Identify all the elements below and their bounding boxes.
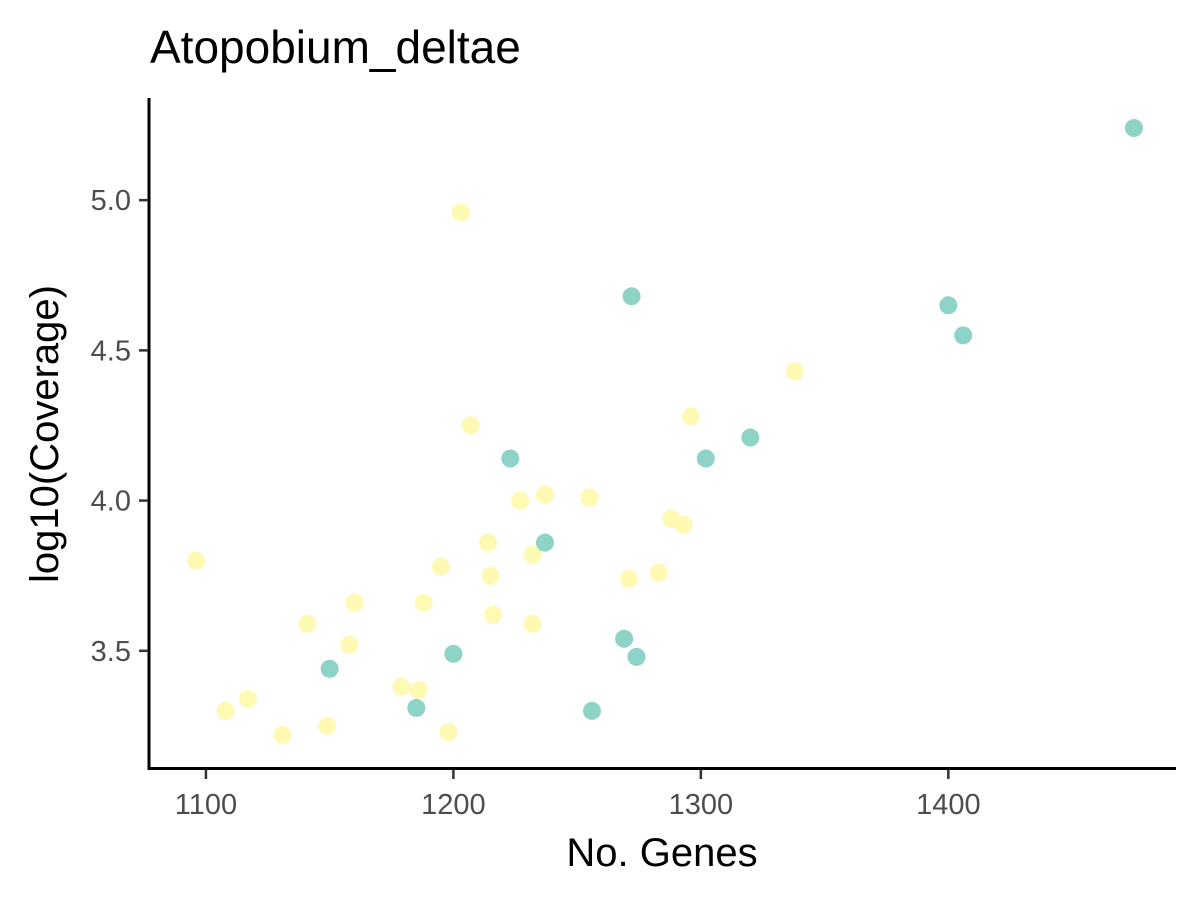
data-point [674,515,693,534]
data-point [432,557,451,576]
data-point [580,488,599,507]
data-point [523,614,542,633]
data-point [1124,119,1143,138]
y-tick-label: 3.5 [91,636,131,668]
data-point [216,701,235,720]
data-point [409,680,428,699]
y-axis-ticks: 3.5 4.0 4.5 5.0 [91,185,148,668]
data-point [479,533,498,552]
data-point [622,287,641,306]
data-point [407,698,426,717]
data-point [582,701,601,720]
data-point [741,428,760,447]
data-point [345,593,364,612]
data-point [681,407,700,426]
x-axis-title: No. Genes [566,831,757,875]
data-point [461,416,480,435]
data-point [273,725,292,744]
data-point [511,491,530,510]
x-tick-label: 1100 [175,789,237,821]
data-point [535,533,554,552]
data-point [451,203,470,222]
data-point [696,449,715,468]
data-point [298,614,317,633]
data-point [481,566,500,585]
y-tick-label: 4.5 [91,335,131,367]
data-point [187,551,206,570]
data-point [939,296,958,315]
y-tick-label: 5.0 [91,185,131,217]
data-point [523,545,542,564]
data-point [444,644,463,663]
x-tick-label: 1300 [669,789,734,821]
data-point [340,635,359,654]
x-tick-label: 1200 [421,789,486,821]
data-point [620,569,639,588]
data-point [649,563,668,582]
data-point [439,722,458,741]
x-axis-ticks: 1100 1200 1300 1400 [175,770,981,821]
data-point [954,326,973,345]
data-point [238,689,257,708]
data-point [627,647,646,666]
data-point [318,716,337,735]
x-tick-label: 1400 [916,789,981,821]
data-point [501,449,520,468]
points-layer [187,119,1143,744]
data-point [414,593,433,612]
data-point [535,485,554,504]
data-point [483,605,502,624]
data-point [785,362,804,381]
data-point [615,629,634,648]
chart-title: Atopobium_deltae [150,21,521,73]
data-point [320,659,339,678]
y-tick-label: 4.0 [91,486,131,518]
y-axis-title: log10(Coverage) [23,285,67,583]
data-point [392,677,411,696]
